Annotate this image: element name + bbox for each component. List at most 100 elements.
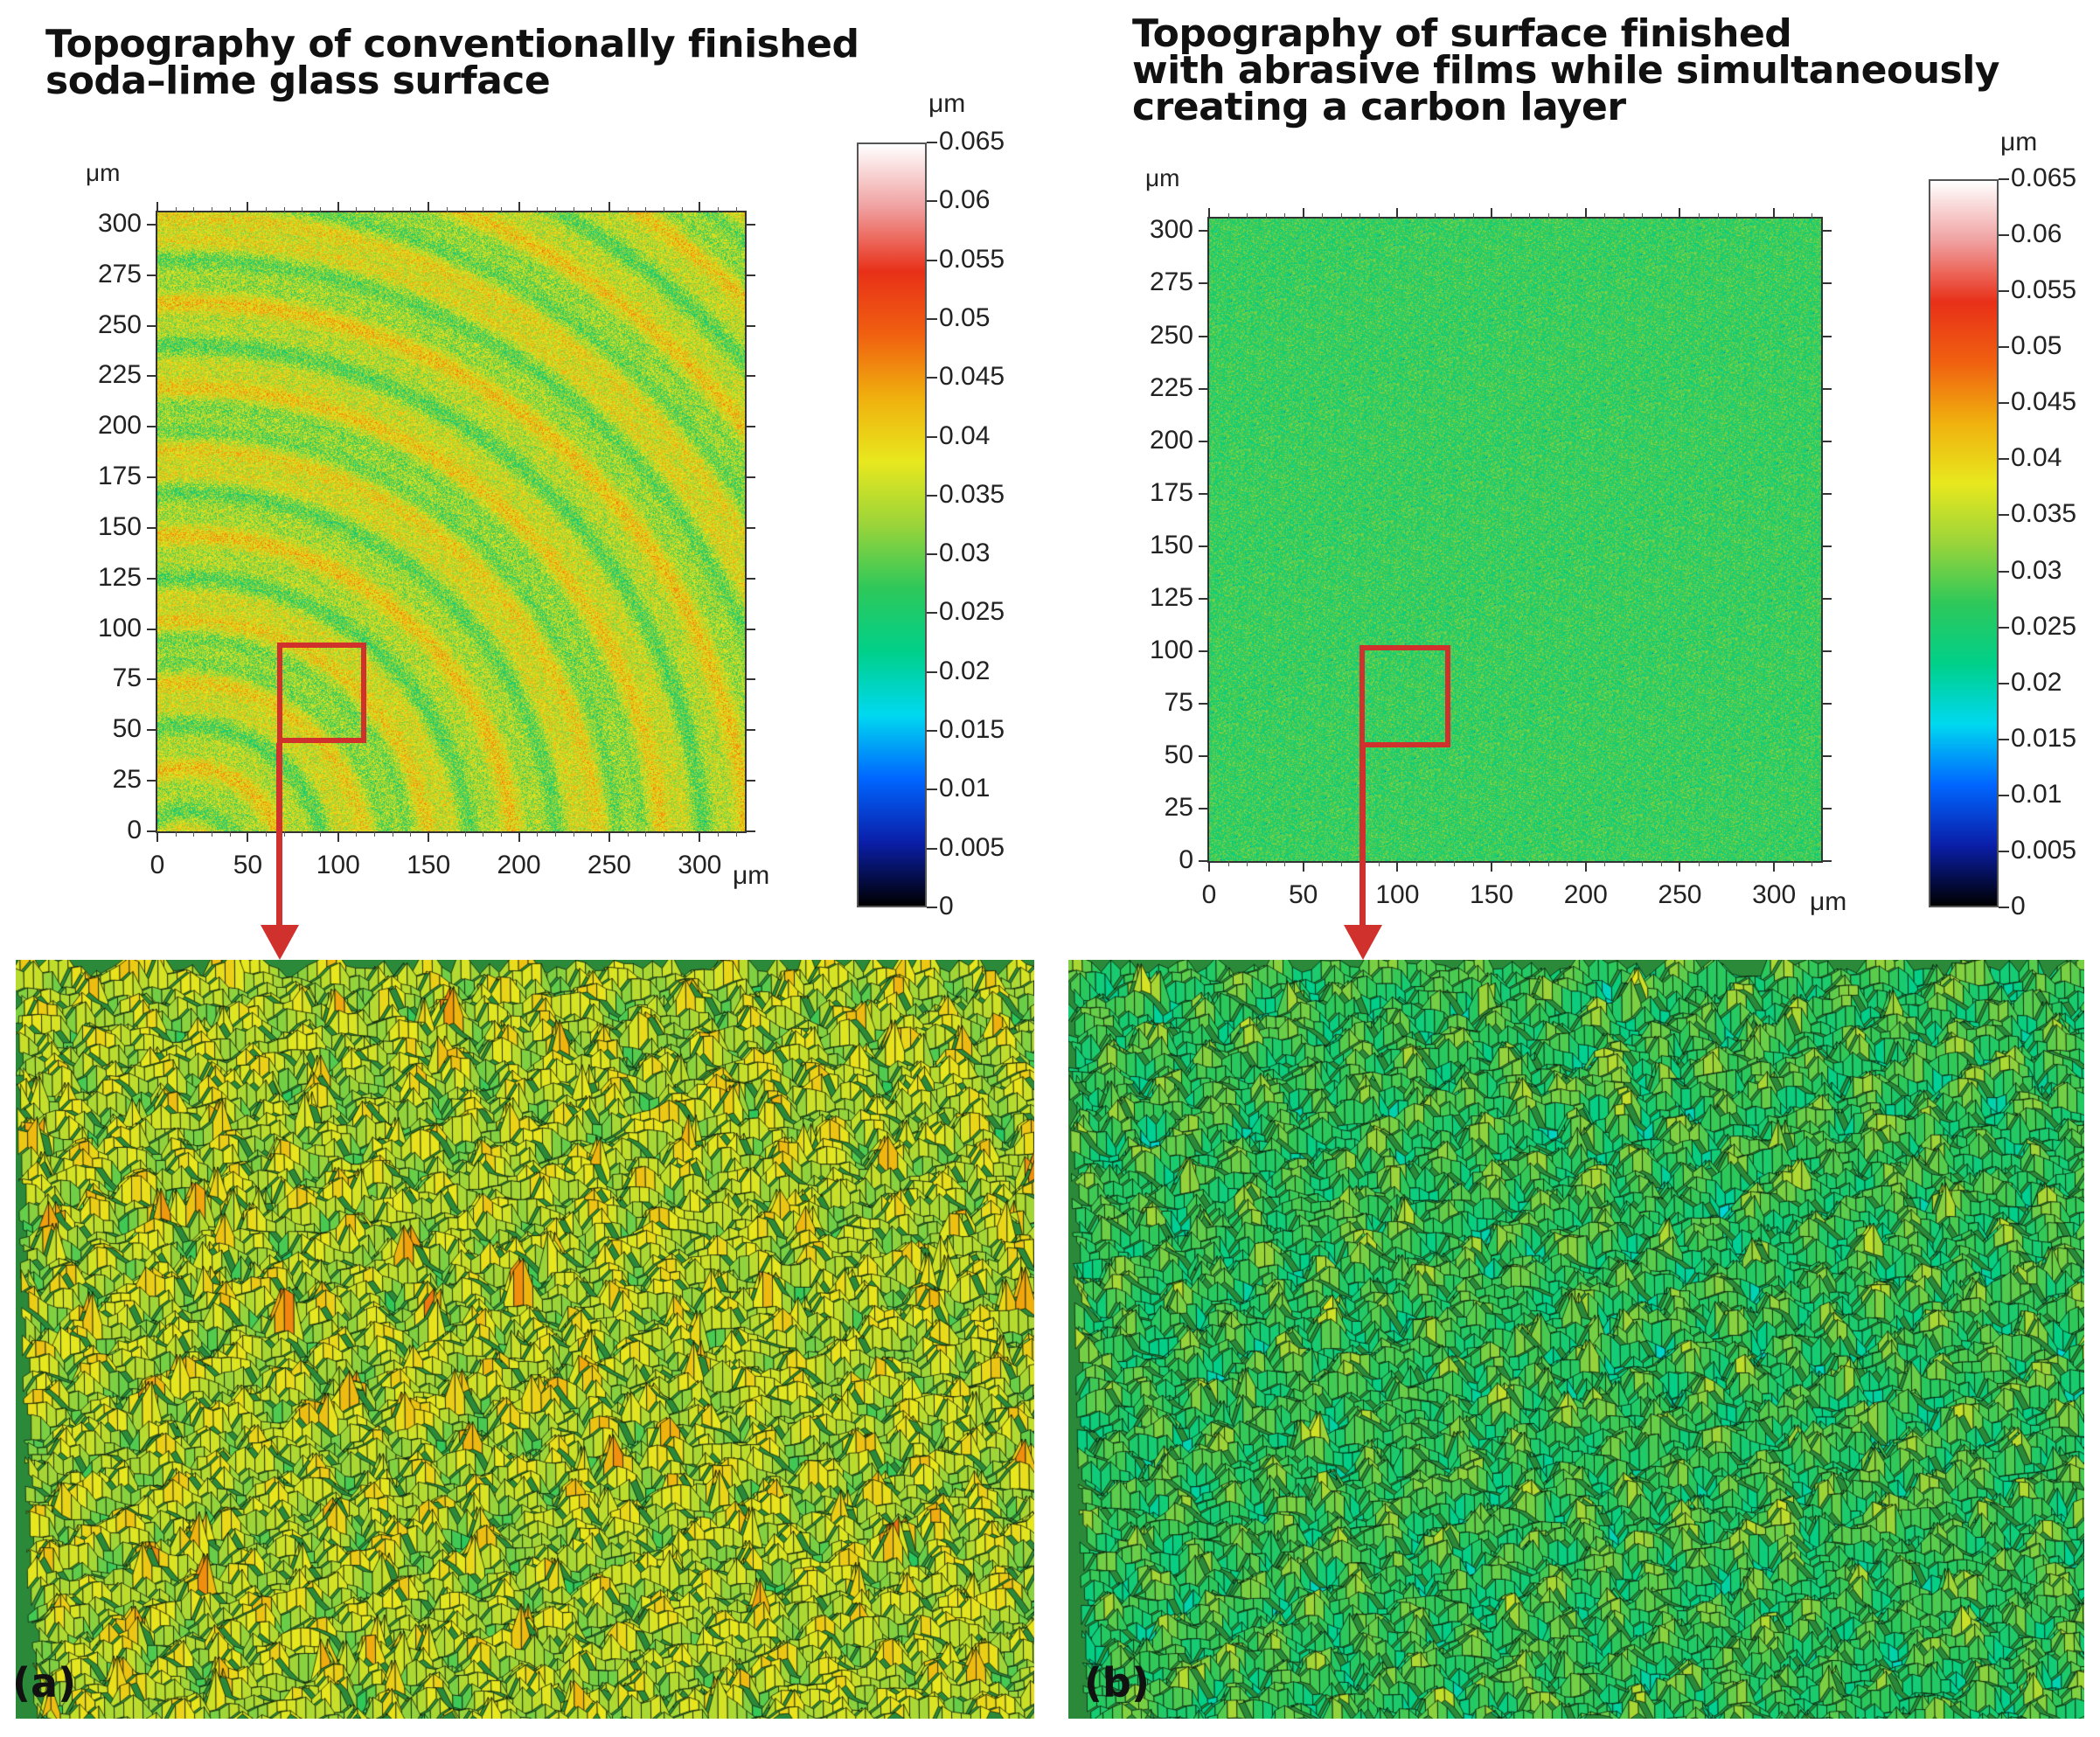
panel-b-x-tick: [1302, 208, 1304, 219]
panel-a-x-minor-tick: [645, 207, 647, 212]
panel-a-y-tick: [745, 577, 755, 580]
panel-a-x-minor-tick: [446, 207, 448, 212]
panel-a-x-minor-tick: [735, 207, 737, 212]
panel-a-colorbar-tick-label: 0.055: [939, 244, 1005, 274]
panel-b-y-tick: [1199, 492, 1209, 495]
panel-a-x-minor-tick: [554, 831, 556, 837]
panel-a-colorbar-tick-label: 0.005: [939, 832, 1005, 862]
panel-b-x-minor-tick: [1604, 213, 1606, 219]
panel-a-x-tick-label: 250: [587, 851, 631, 879]
panel-b-x-tick-label: 100: [1375, 880, 1420, 909]
panel-b-y-unit: μm: [1145, 164, 1180, 191]
panel-b-x-minor-tick: [1454, 213, 1455, 219]
panel-b-x-tick-label: 50: [1289, 880, 1318, 909]
panel-b-y-tick: [1199, 440, 1209, 442]
panel-b-colorbar-tick-label: 0.01: [2011, 779, 2062, 809]
panel-b-x-minor-tick: [1359, 213, 1361, 219]
panel-a-x-minor-tick: [500, 831, 502, 837]
panel-b-x-minor-tick: [1322, 861, 1324, 866]
panel-a-x-minor-tick: [266, 831, 268, 837]
panel-b-colorbar-tick-label: 0.065: [2011, 163, 2077, 192]
panel-b-x-tick-label: 0: [1201, 880, 1217, 909]
panel-a-x-minor-tick: [410, 831, 412, 837]
panel-a-x-tick-label: 200: [497, 851, 541, 879]
panel-b-x-tick: [1396, 861, 1399, 872]
panel-a-x-minor-tick: [229, 831, 231, 837]
panel-a-colorbar-tick: [927, 907, 937, 908]
panel-a-x-tick: [247, 831, 249, 842]
panel-b-x-minor-tick: [1265, 861, 1267, 866]
panel-a-y-tick-label: 150: [97, 511, 142, 541]
panel-a-colorbar-unit: μm: [928, 89, 966, 118]
panel-b-y-tick: [1821, 387, 1832, 390]
panel-a-y-tick: [745, 729, 755, 732]
panel-b-colorbar-tick: [1999, 794, 2009, 796]
panel-a-zoom-arrow-line: [276, 743, 282, 927]
panel-b-x-tick: [1584, 208, 1587, 219]
panel-b-colorbar-tick: [1999, 178, 2009, 180]
panel-a-x-minor-tick: [175, 207, 177, 212]
panel-b-x-tick: [1679, 861, 1681, 872]
panel-b-x-tick: [1773, 208, 1776, 219]
panel-b-title-line-2: with abrasive films while simultaneously: [1132, 48, 1999, 93]
panel-a-x-tick-label: 0: [150, 851, 165, 879]
panel-a-y-tick-label: 125: [97, 562, 142, 592]
panel-b-colorbar-tick: [1999, 682, 2009, 684]
panel-b-title-line-1: Topography of surface finished: [1132, 11, 1792, 56]
panel-a-x-minor-tick: [537, 207, 539, 212]
panel-b-y-tick-label: 200: [1149, 425, 1193, 455]
panel-b-y-tick: [1821, 860, 1832, 862]
panel-b-colorbar-tick-label: 0.015: [2011, 723, 2077, 753]
panel-a-y-tick: [745, 375, 755, 378]
panel-a-y-tick: [147, 375, 157, 378]
panel-b-colorbar-tick-label: 0.055: [2011, 275, 2077, 305]
panel-a-x-minor-tick: [591, 207, 593, 212]
panel-b-y-tick: [1199, 282, 1209, 285]
panel-a-heatmap-canvas: [157, 212, 745, 831]
panel-a-x-tick: [699, 202, 701, 212]
panel-a-y-tick: [147, 526, 157, 529]
panel-a-x-minor-tick: [320, 831, 322, 837]
panel-a-colorbar-tick: [927, 612, 937, 615]
panel-a-colorbar-tick-label: 0.025: [939, 597, 1005, 627]
panel-a-x-minor-tick: [193, 831, 195, 837]
panel-a-x-minor-tick: [645, 831, 647, 837]
panel-b-y-tick: [1199, 650, 1209, 652]
panel-b-y-tick: [1821, 597, 1832, 600]
panel-a-title: Topography of conventionally finished so…: [45, 25, 859, 101]
panel-a-x-tick-label: 150: [407, 851, 451, 879]
panel-a-colorbar-tick: [927, 142, 937, 143]
panel-b-x-tick: [1396, 208, 1399, 219]
panel-a-zoom-arrow-head: [261, 925, 299, 960]
panel-a-x-minor-tick: [356, 207, 358, 212]
panel-a-x-tick: [428, 202, 430, 212]
panel-a-colorbar-tick: [927, 494, 937, 497]
panel-b-y-tick-label: 225: [1149, 372, 1193, 402]
panel-a-x-tick: [337, 202, 339, 212]
panel-b-y-tick: [1821, 754, 1832, 757]
panel-a-colorbar-tick-label: 0: [939, 892, 954, 921]
panel-a-colorbar-tick-label: 0.015: [939, 715, 1005, 745]
panel-b-x-tick: [1491, 208, 1493, 219]
panel-b-colorbar-tick: [1999, 402, 2009, 405]
panel-a-colorbar-tick: [927, 730, 937, 733]
panel-a-x-minor-tick: [627, 207, 629, 212]
panel-a-y-tick: [745, 830, 755, 832]
panel-a-y-tick: [745, 426, 755, 428]
panel-a-x-tick: [156, 831, 158, 842]
panel-b-colorbar-tick: [1999, 290, 2009, 293]
panel-b-colorbar-tick-label: 0.03: [2011, 555, 2062, 585]
panel-b-x-minor-tick: [1227, 861, 1229, 866]
panel-b-x-minor-tick: [1265, 213, 1267, 219]
panel-b-x-minor-tick: [1547, 213, 1549, 219]
panel-b-x-tick: [1302, 861, 1304, 872]
panel-b-x-minor-tick: [1340, 213, 1342, 219]
panel-b-zoom-arrow-line: [1359, 747, 1366, 927]
panel-b-y-tick: [1821, 230, 1832, 233]
panel-a-x-minor-tick: [464, 831, 466, 837]
panel-b-colorbar-tick: [1999, 907, 2009, 908]
panel-b-x-minor-tick: [1415, 213, 1417, 219]
panel-a-y-tick-label: 225: [97, 360, 142, 390]
panel-b-x-minor-tick: [1378, 861, 1380, 866]
panel-a-colorbar-tick: [927, 377, 937, 379]
